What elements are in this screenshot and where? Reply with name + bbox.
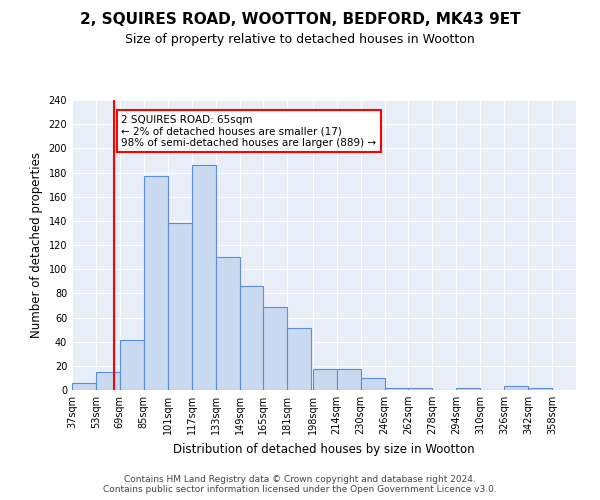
Y-axis label: Number of detached properties: Number of detached properties <box>30 152 43 338</box>
Text: 2, SQUIRES ROAD, WOOTTON, BEDFORD, MK43 9ET: 2, SQUIRES ROAD, WOOTTON, BEDFORD, MK43 … <box>80 12 520 28</box>
Bar <box>168 223 191 390</box>
Bar <box>361 378 385 390</box>
Text: 2 SQUIRES ROAD: 65sqm
← 2% of detached houses are smaller (17)
98% of semi-detac: 2 SQUIRES ROAD: 65sqm ← 2% of detached h… <box>121 114 376 148</box>
Bar <box>313 370 337 390</box>
Text: Size of property relative to detached houses in Wootton: Size of property relative to detached ho… <box>125 32 475 46</box>
Bar <box>528 388 552 390</box>
Bar <box>72 383 96 390</box>
Bar <box>120 340 144 390</box>
Bar <box>457 388 480 390</box>
Text: Contains HM Land Registry data © Crown copyright and database right 2024.
Contai: Contains HM Land Registry data © Crown c… <box>103 474 497 494</box>
Bar <box>504 386 528 390</box>
Bar <box>144 176 168 390</box>
Bar <box>96 372 120 390</box>
Bar <box>215 257 239 390</box>
Bar <box>337 370 361 390</box>
Bar <box>191 166 215 390</box>
Bar <box>239 286 263 390</box>
Bar <box>409 388 433 390</box>
X-axis label: Distribution of detached houses by size in Wootton: Distribution of detached houses by size … <box>173 442 475 456</box>
Bar <box>263 306 287 390</box>
Bar <box>287 328 311 390</box>
Bar <box>385 388 409 390</box>
